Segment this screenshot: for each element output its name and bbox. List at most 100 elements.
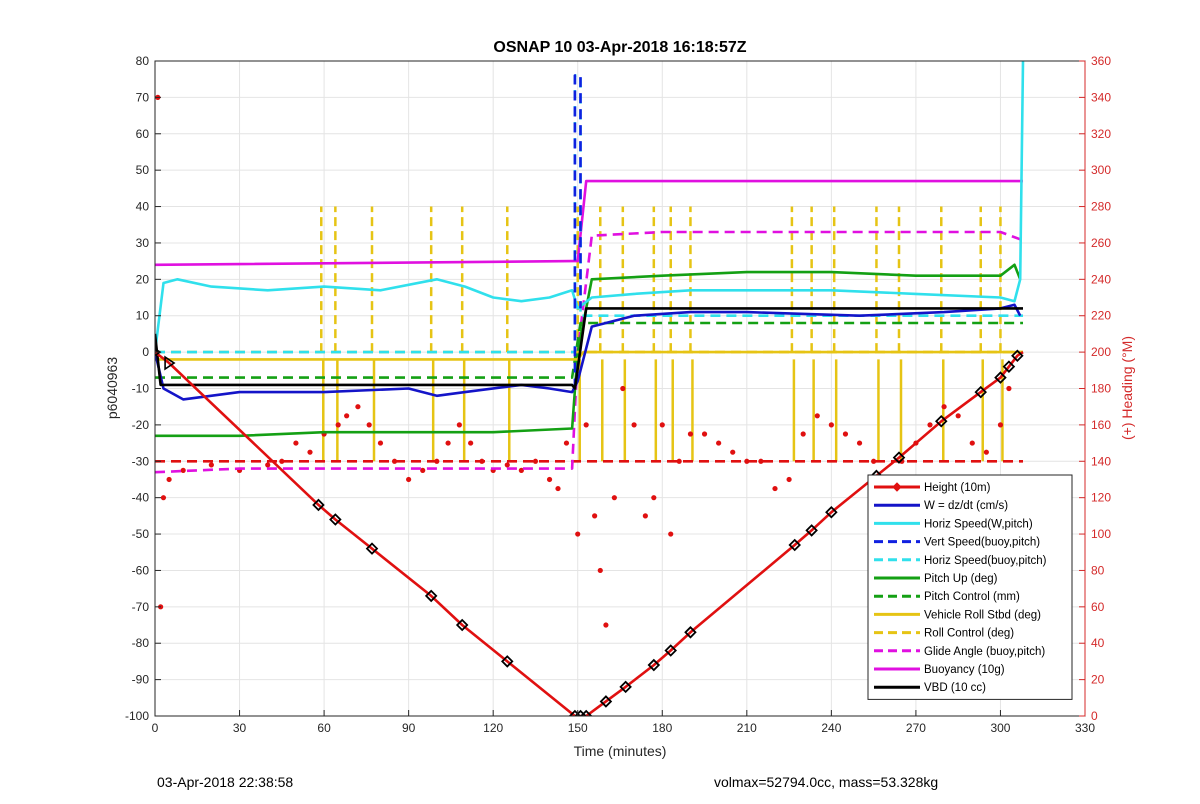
- series-vert-speed-buoy-pitch: [573, 74, 582, 389]
- legend-label: Pitch Control (mm): [924, 591, 1020, 603]
- height-marker: [365, 542, 379, 555]
- series-heading-point: [420, 467, 426, 473]
- series-heading-point: [856, 440, 863, 446]
- series-heading-point: [758, 458, 764, 464]
- legend-marker: [892, 482, 902, 492]
- y2-axis-label: (+) Heading (°M): [1119, 336, 1135, 440]
- y-tick-label: -80: [132, 636, 150, 650]
- series-heading-point: [592, 513, 598, 519]
- y2-tick-label: 60: [1091, 600, 1105, 614]
- start-triangle-marker: [164, 355, 176, 371]
- series-heading-point: [555, 485, 561, 492]
- y2-tick-label: 280: [1091, 200, 1111, 214]
- legend-label: Horiz Speed(W,pitch): [924, 518, 1033, 530]
- series-heading-point: [1006, 385, 1012, 392]
- x-tick-label: 60: [317, 721, 331, 735]
- x-tick-label: 30: [233, 721, 247, 735]
- y2-tick-label: 320: [1091, 127, 1111, 141]
- series-pitch-up-deg: [155, 263, 1022, 438]
- height-marker: [619, 680, 632, 694]
- series-buoyancy-10g: [155, 179, 1023, 267]
- legend-label: VBD (10 cc): [924, 682, 986, 694]
- series-heading-point: [927, 422, 933, 428]
- y2-tick-label: 240: [1091, 272, 1111, 286]
- series-heading-point: [597, 567, 603, 574]
- y2-tick-label: 180: [1091, 382, 1111, 396]
- series-heading-point: [997, 422, 1004, 428]
- y2-tick-label: 0: [1091, 709, 1098, 723]
- series-heading-point: [180, 467, 186, 473]
- series-heading-point: [265, 462, 271, 468]
- series-heading-point: [377, 440, 384, 446]
- height-marker: [424, 589, 438, 603]
- series-heading-point: [871, 458, 877, 464]
- series-heading-point: [668, 531, 674, 537]
- series-heading-point: [518, 467, 524, 473]
- y2-tick-label: 300: [1091, 163, 1111, 177]
- footer-volmax-mass: volmax=52794.0cc, mass=53.328kg: [714, 774, 938, 790]
- series-vbd-10-cc: [155, 307, 1023, 390]
- series-heading-point: [546, 476, 553, 483]
- height-marker: [500, 655, 514, 668]
- series-heading-point: [828, 422, 834, 428]
- series-heading-point: [611, 495, 617, 501]
- y-tick-label: -70: [132, 600, 150, 614]
- y-tick-label: 60: [136, 127, 150, 141]
- y2-tick-label: 260: [1091, 236, 1111, 250]
- y-tick-label: 10: [136, 309, 150, 323]
- x-axis-ticks: 0 30 60 90 120 150 180 210 240 270 300 330: [152, 710, 1095, 735]
- y-tick-label: -100: [125, 709, 149, 723]
- series-heading-point: [642, 513, 648, 519]
- series-pitch-control-mm: [155, 321, 1023, 379]
- y-tick-label: -60: [132, 563, 150, 577]
- x-tick-label: 300: [990, 721, 1010, 735]
- height-marker: [579, 709, 593, 716]
- x-tick-label: 180: [652, 721, 672, 735]
- series-heading-point: [687, 431, 694, 437]
- series-heading-point: [563, 440, 570, 446]
- y2-tick-label: 140: [1091, 454, 1111, 468]
- x-tick-label: 240: [821, 721, 841, 735]
- height-marker: [312, 498, 325, 512]
- series-heading-point: [842, 431, 849, 437]
- x-axis-label: Time (minutes): [574, 743, 667, 759]
- series-heading-point: [969, 440, 975, 446]
- chart-title: OSNAP 10 03-Apr-2018 16:18:57Z: [493, 39, 746, 56]
- legend-label: W = dz/dt (cm/s): [924, 500, 1008, 512]
- series-heading-point: [575, 531, 581, 537]
- series-heading-point: [786, 476, 792, 483]
- y-tick-label: -40: [132, 491, 150, 505]
- legend-label: Vert Speed(buoy,pitch): [924, 537, 1040, 549]
- series-w-dz-dt-cm-s: [155, 303, 1022, 401]
- height-marker: [1002, 360, 1016, 373]
- y-tick-label: 20: [136, 272, 150, 286]
- y-tick-label: -20: [132, 418, 150, 432]
- x-tick-label: 150: [568, 721, 588, 735]
- footer-timestamp: 03-Apr-2018 22:38:58: [157, 774, 293, 790]
- x-tick-label: 210: [737, 721, 757, 735]
- height-marker: [329, 513, 342, 526]
- series-heading-point: [532, 458, 539, 464]
- series-height-10m: [155, 351, 1024, 716]
- y-tick-label: -90: [132, 673, 150, 687]
- series-heading-point: [941, 404, 947, 410]
- x-tick-label: 90: [402, 721, 416, 735]
- height-marker: [1011, 349, 1024, 363]
- y-tick-label: 70: [136, 90, 150, 104]
- series-heading-point: [366, 422, 372, 428]
- legend: Height (10m) W = dz/dt (cm/s) Horiz Speed(…: [867, 474, 1073, 700]
- series-heading-point: [445, 440, 451, 446]
- y-tick-label: 80: [136, 54, 150, 68]
- x-tick-label: 120: [483, 721, 503, 735]
- y-axis-label: p6040963: [104, 357, 120, 420]
- series-heading-point: [701, 431, 708, 437]
- x-tick-label: 270: [906, 721, 926, 735]
- legend-label: Roll Control (deg): [924, 628, 1014, 640]
- y2-tick-label: 340: [1091, 90, 1111, 104]
- y2-tick-label: 40: [1091, 636, 1105, 650]
- y-tick-label: -10: [132, 382, 150, 396]
- y2-tick-label: 80: [1091, 563, 1105, 577]
- legend-label: Pitch Up (deg): [924, 573, 998, 585]
- series-heading-point: [814, 413, 820, 419]
